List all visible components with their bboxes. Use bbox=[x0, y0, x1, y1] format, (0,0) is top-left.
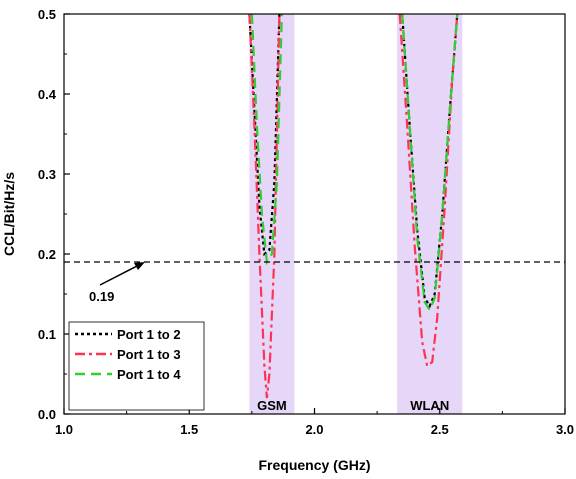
series-line-3-segment-2 bbox=[401, 14, 459, 313]
y-tick-label: 0.5 bbox=[38, 7, 56, 22]
annotation-arrow-head bbox=[134, 262, 145, 270]
x-tick-label: 2.0 bbox=[305, 422, 323, 437]
x-tick-label: 1.5 bbox=[180, 422, 198, 437]
reference-label: 0.19 bbox=[89, 289, 114, 304]
series-line-2-segment-2 bbox=[398, 14, 459, 368]
legend-label-2: Port 1 to 3 bbox=[117, 347, 181, 362]
x-axis-title: Frequency (GHz) bbox=[258, 457, 370, 473]
legend: Port 1 to 2 Port 1 to 3 Port 1 to 4 bbox=[68, 321, 205, 411]
series-line-1-segment-1 bbox=[248, 14, 281, 257]
x-tick-label: 3.0 bbox=[556, 422, 574, 437]
x-tick-label: 1.0 bbox=[55, 422, 73, 437]
y-axis-title: CCL/Bit/Hz/s bbox=[1, 172, 17, 256]
band-label-gsm: GSM bbox=[257, 398, 287, 413]
x-tick-label: 2.5 bbox=[431, 422, 449, 437]
annotation-arrow-shaft bbox=[99, 264, 140, 286]
frequency-bands: GSM WLAN bbox=[249, 14, 463, 414]
legend-label-3: Port 1 to 4 bbox=[117, 367, 181, 382]
legend-label-1: Port 1 to 2 bbox=[117, 327, 181, 342]
y-tick-label: 0.0 bbox=[38, 407, 56, 422]
y-tick-label: 0.2 bbox=[38, 247, 56, 262]
y-tick-label: 0.4 bbox=[38, 87, 57, 102]
legend-box bbox=[68, 321, 205, 411]
axis-ticks: 1.0 1.5 2.0 2.5 3.0 0.0 0.1 0.2 0.3 0.4 0.5 bbox=[38, 7, 574, 437]
reference-line-layer: 0.19 bbox=[64, 261, 565, 304]
band-label-wlan: WLAN bbox=[410, 398, 449, 413]
y-tick-label: 0.3 bbox=[38, 167, 56, 182]
y-tick-label: 0.1 bbox=[38, 327, 56, 342]
series-line-2-segment-1 bbox=[248, 14, 281, 399]
